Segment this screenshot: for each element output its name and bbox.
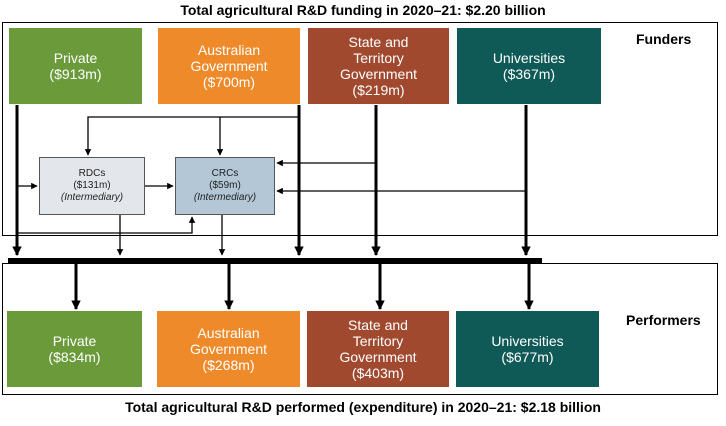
performer-private-box: Private ($834m) bbox=[7, 311, 142, 387]
performer-state-box: State and Territory Government ($403m) bbox=[307, 311, 449, 387]
funder-private-amount: ($913m) bbox=[49, 66, 102, 82]
funder-state-box: State and Territory Government ($219m) bbox=[308, 28, 449, 104]
performer-universities-box: Universities ($677m) bbox=[456, 311, 599, 387]
performer-state-label-2: Territory bbox=[352, 333, 404, 349]
collecting-bar bbox=[8, 258, 542, 264]
performer-state-label-3: Government bbox=[339, 349, 417, 365]
performer-state-label-1: State and bbox=[348, 317, 408, 333]
funder-government-box: Australian Government ($700m) bbox=[158, 28, 300, 104]
rdc-intermediary-box: RDCs ($131m) (Intermediary) bbox=[39, 157, 145, 215]
funder-state-label-1: State and bbox=[348, 34, 409, 50]
crc-name: CRCs bbox=[211, 168, 239, 179]
funders-label: Funders bbox=[636, 31, 692, 47]
performer-government-amount: ($268m) bbox=[202, 357, 255, 373]
performer-universities-label: Universities bbox=[491, 333, 564, 349]
performer-private-label: Private bbox=[52, 333, 97, 349]
performer-government-box: Australian Government ($268m) bbox=[157, 311, 300, 387]
rdc-role: (Intermediary) bbox=[60, 192, 124, 203]
funder-government-amount: ($700m) bbox=[202, 74, 256, 90]
funder-universities-amount: ($367m) bbox=[502, 66, 556, 82]
gov-to-rdc-arrow bbox=[84, 116, 299, 156]
private-to-crc-arrow bbox=[17, 216, 196, 234]
performer-state-amount: ($403m) bbox=[351, 365, 405, 381]
funder-government-label-1: Australian bbox=[197, 42, 261, 58]
crc-role: (Intermediary) bbox=[193, 192, 257, 203]
rdc-amount: ($131m) bbox=[73, 180, 111, 191]
funder-state-label-3: Government bbox=[339, 66, 418, 82]
funder-private-label: Private bbox=[53, 50, 98, 66]
performer-private-amount: ($834m) bbox=[48, 349, 101, 365]
crc-amount: ($59m) bbox=[209, 180, 241, 191]
performer-government-label-1: Australian bbox=[197, 325, 260, 341]
funder-universities-label: Universities bbox=[492, 50, 566, 66]
funder-state-amount: ($219m) bbox=[352, 82, 405, 98]
funder-private-box: Private ($913m) bbox=[9, 28, 142, 104]
performer-government-label-2: Government bbox=[189, 341, 268, 357]
performers-label: Performers bbox=[626, 312, 701, 328]
rdc-name: RDCs bbox=[78, 168, 106, 179]
funder-universities-box: Universities ($367m) bbox=[457, 28, 601, 104]
crc-intermediary-box: CRCs ($59m) (Intermediary) bbox=[175, 157, 275, 215]
performer-universities-amount: ($677m) bbox=[501, 349, 554, 365]
funding-title: Total agricultural R&D funding in 2020–2… bbox=[180, 2, 546, 18]
performed-title: Total agricultural R&D performed (expend… bbox=[125, 399, 601, 415]
funder-government-label-2: Government bbox=[190, 58, 268, 74]
funder-state-label-2: Territory bbox=[353, 50, 404, 66]
